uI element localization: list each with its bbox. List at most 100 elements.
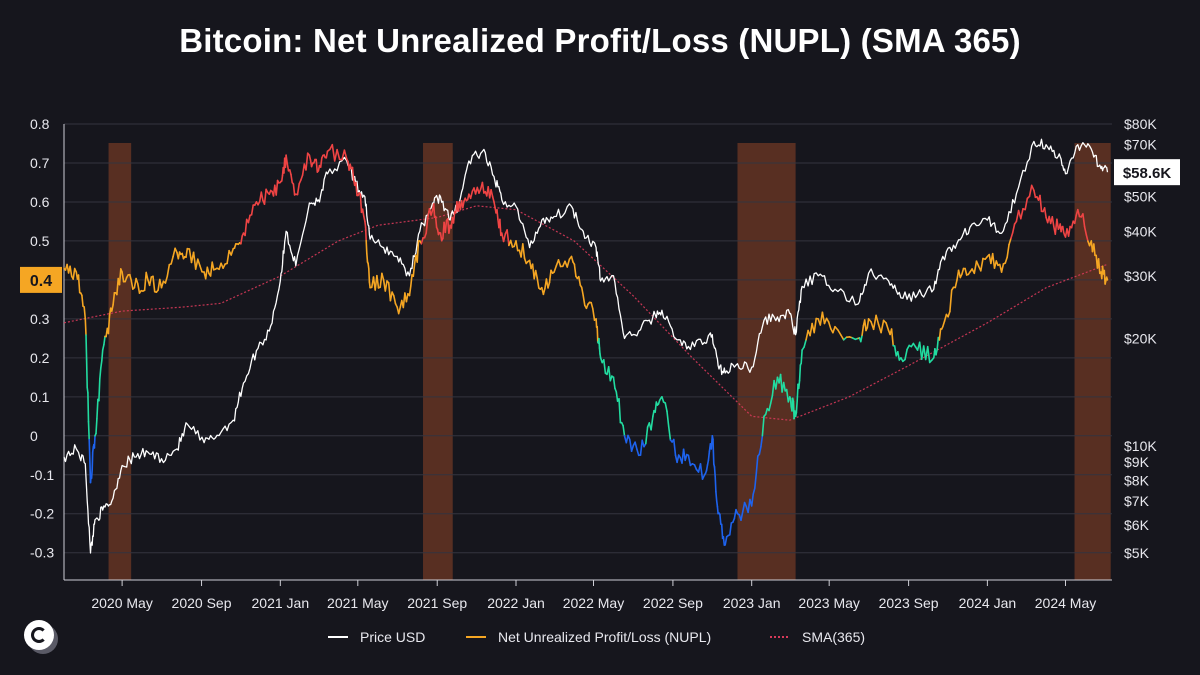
nupl-segment	[1051, 216, 1055, 228]
left-tick-label: 0.3	[30, 311, 50, 327]
current-nupl-badge	[20, 266, 62, 293]
nupl-segment	[1070, 220, 1074, 229]
nupl-segment	[85, 358, 88, 389]
nupl-segment	[875, 314, 880, 326]
nupl-segment	[1039, 194, 1043, 213]
nupl-segment	[839, 334, 845, 341]
nupl-segment	[580, 286, 585, 297]
x-tick-label: 2024 May	[1035, 595, 1096, 611]
nupl-segment	[973, 260, 978, 275]
nupl-segment	[827, 321, 832, 330]
nupl-segment	[319, 157, 323, 168]
left-tick-label: 0	[30, 428, 38, 444]
nupl-segment	[143, 271, 147, 292]
nupl-segment	[118, 268, 122, 286]
nupl-segment	[936, 336, 940, 351]
nupl-segment	[896, 350, 901, 361]
nupl-segment	[672, 438, 677, 457]
nupl-segment	[926, 345, 931, 364]
nupl-segment	[72, 267, 76, 280]
nupl-segment	[750, 493, 755, 507]
nupl-segment	[129, 273, 133, 282]
nupl-segment	[160, 280, 165, 289]
nupl-segment	[715, 490, 718, 502]
nupl-segment	[343, 149, 348, 160]
nupl-segment	[367, 267, 371, 283]
nupl-segment	[148, 276, 153, 287]
nupl-segment	[285, 154, 289, 165]
nupl-segment	[943, 313, 948, 322]
nupl-segment	[137, 282, 141, 294]
nupl-segment	[152, 275, 156, 293]
nupl-segment	[280, 174, 284, 182]
nupl-segment	[430, 208, 434, 216]
nupl-segment	[367, 262, 370, 270]
nupl-segment	[769, 394, 774, 405]
nupl-segment	[409, 274, 413, 287]
nupl-segment	[979, 257, 984, 272]
nupl-segment	[761, 415, 765, 437]
nupl-segment	[861, 324, 865, 337]
nupl-segment	[434, 215, 438, 229]
nupl-segment	[582, 294, 586, 307]
nupl-segment	[596, 325, 599, 343]
nupl-segment	[1043, 207, 1047, 219]
nupl-segment	[720, 523, 724, 540]
nupl-segment	[416, 240, 420, 263]
nupl-segment	[1000, 263, 1005, 273]
nupl-segment	[206, 266, 210, 275]
nupl-segment	[336, 148, 341, 161]
right-tick-label: $5K	[1124, 545, 1150, 561]
nupl-segment	[758, 445, 762, 455]
nupl-segment	[595, 318, 598, 328]
nupl-segment	[521, 243, 526, 259]
axis-labels: 0.8 0.7 0.6 0.5 0.4 0.3 0.2 0.1 0 -0.1 -0.2 -0.3 202…	[20, 116, 1180, 611]
nupl-segment	[590, 301, 594, 310]
nupl-segment	[644, 426, 649, 445]
nupl-segment	[639, 439, 644, 456]
x-tick-label: 2021 May	[327, 595, 388, 611]
nupl-segment	[496, 209, 499, 220]
nupl-segment	[69, 265, 73, 278]
nupl-segment	[768, 402, 772, 412]
nupl-segment	[753, 472, 758, 490]
nupl-segment	[77, 274, 81, 294]
nupl-segment	[954, 279, 958, 289]
nupl-segment	[364, 226, 368, 242]
nupl-segment	[1024, 197, 1029, 211]
nupl-segment	[130, 279, 134, 290]
nupl-segment	[331, 143, 336, 162]
current-price-value: $58.6K	[1123, 165, 1172, 182]
nupl-segment	[1019, 208, 1024, 220]
nupl-segment	[667, 425, 672, 441]
nupl-segment	[797, 379, 801, 390]
nupl-segment	[821, 311, 826, 325]
nupl-segment	[425, 216, 429, 234]
nupl-segment	[1030, 184, 1035, 192]
nupl-segment	[490, 189, 494, 198]
right-tick-label: $9K	[1124, 454, 1150, 470]
x-tick-label: 2024 Jan	[959, 595, 1017, 611]
nupl-segment	[636, 448, 640, 457]
nupl-segment	[83, 306, 87, 320]
x-tick-label: 2021 Sep	[407, 595, 467, 611]
nupl-segment	[103, 335, 106, 346]
nupl-segment	[947, 310, 951, 318]
nupl-segment	[699, 463, 704, 480]
left-tick-label: 0.2	[30, 350, 50, 366]
nupl-segment	[362, 215, 366, 223]
nupl-segment	[197, 258, 201, 267]
nupl-segment	[628, 438, 633, 453]
nupl-segment	[630, 444, 635, 453]
nupl-segment	[199, 264, 203, 273]
nupl-segment	[598, 337, 601, 349]
nupl-segment	[397, 306, 402, 315]
nupl-segment	[230, 247, 234, 256]
right-tick-label: $30K	[1124, 268, 1157, 284]
axes	[63, 124, 1112, 586]
x-tick-label: 2023 Jan	[723, 595, 781, 611]
nupl-segment	[813, 317, 818, 334]
nupl-segment	[247, 214, 251, 224]
nupl-segment	[368, 281, 371, 289]
